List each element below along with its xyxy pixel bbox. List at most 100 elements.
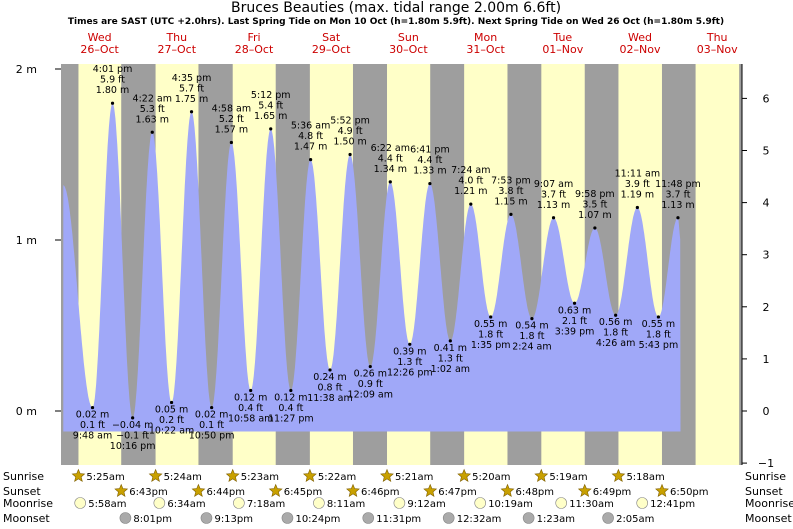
moon-icon: [74, 497, 87, 509]
sun-icon: [611, 468, 626, 482]
sunset-row-label: Sunset: [3, 485, 41, 498]
sun-icon: [500, 483, 515, 497]
low-tide-feet: 1.8 ft: [519, 331, 544, 342]
moon-icon: [393, 497, 406, 509]
tide-labels: 0.02 m0.1 ft9:48 am4:01 pm5.9 ft1.80 m−0…: [73, 64, 701, 452]
low-tide-point: [210, 405, 214, 410]
sun-icon: [346, 483, 360, 497]
day-weekday-label: Sat: [322, 31, 341, 44]
moon-icon: [233, 497, 245, 509]
high-tide-feet: 5.2 ft: [219, 114, 244, 125]
sun-icon: [577, 483, 592, 497]
moon-icon: [153, 497, 166, 509]
moonset-row-label-right: Moonset: [745, 512, 792, 525]
high-tide-feet: 5.4 ft: [258, 100, 283, 111]
low-tide-metres: 0.26 m: [354, 369, 387, 380]
sun-icon: [71, 468, 86, 482]
day-date-label: 26–Oct: [80, 43, 119, 56]
sunrise-time: 5:20am: [472, 472, 510, 483]
high-tide-point: [189, 110, 194, 114]
high-tide-point: [428, 181, 432, 186]
moonrise-time: 8:11am: [327, 499, 365, 510]
moonset-time: 8:01pm: [133, 514, 172, 525]
y-right-tick-label: 4: [763, 197, 770, 210]
low-tide-point: [169, 400, 174, 405]
sun-icon: [114, 483, 129, 497]
sun-icon: [191, 483, 206, 497]
high-tide-time: 9:07 am: [534, 179, 573, 190]
tide-area: [63, 103, 681, 432]
high-tide-feet: 5.9 ft: [100, 75, 125, 86]
moonset-time: 11:31pm: [376, 514, 421, 525]
low-tide-feet: 1.8 ft: [603, 328, 628, 339]
sunrise-time: 5:22am: [318, 472, 356, 483]
low-tide-point: [448, 339, 452, 343]
low-tide-metres: 0.55 m: [642, 319, 675, 330]
high-tide-time: 4:01 pm: [93, 64, 133, 75]
high-tide-point: [509, 212, 513, 216]
high-tide-feet: 5.3 ft: [140, 104, 165, 115]
low-tide-feet: 1.8 ft: [478, 329, 503, 340]
moon-icon: [313, 497, 325, 509]
low-tide-time: 10:58 am: [228, 413, 273, 424]
high-tide-time: 7:53 pm: [491, 175, 531, 186]
sunset-time: 6:45pm: [284, 487, 323, 498]
high-tide-feet: 3.7 ft: [665, 189, 690, 200]
low-tide-point: [408, 342, 412, 346]
low-tide-metres: 0.02 m: [195, 410, 228, 421]
high-tide-metres: 1.57 m: [215, 125, 248, 136]
high-tide-feet: 3.7 ft: [541, 189, 566, 200]
low-tide-metres: 0.39 m: [393, 346, 426, 357]
moon-icon: [442, 512, 455, 524]
high-tide-feet: 4.0 ft: [458, 176, 483, 187]
astro-table: Sunrise Sunrise 5:25am 5:24am 5:23am 5:22am 5:…: [3, 468, 793, 525]
high-tide-point: [593, 226, 597, 230]
day-date-label: 03–Nov: [697, 43, 738, 56]
moonrise-time: 7:18am: [247, 499, 285, 510]
daylight-band: [695, 64, 740, 465]
moonrise-time: 5:58am: [88, 499, 126, 510]
moon-icon: [281, 512, 294, 524]
low-tide-point: [368, 364, 372, 369]
sun-icon: [655, 483, 669, 497]
high-tide-metres: 1.47 m: [294, 142, 327, 153]
low-tide-metres: 0.54 m: [515, 321, 548, 332]
low-tide-feet: −0.1 ft: [116, 430, 149, 441]
high-tide-time: 5:36 am: [291, 121, 330, 132]
low-tide-feet: 0.9 ft: [358, 379, 383, 390]
sunset-time: 6:48pm: [515, 487, 554, 498]
low-tide-metres: 0.63 m: [558, 305, 591, 316]
y-right-tick-label: 2: [763, 301, 770, 314]
chart-title: Bruces Beauties (max. tidal range 2.00m …: [231, 0, 561, 16]
moon-icon: [522, 512, 535, 524]
y-left-tick-label: 2 m: [16, 63, 37, 76]
high-tide-point: [388, 180, 392, 184]
moonset-time: 1:23am: [537, 514, 575, 525]
day-date-label: 27–Oct: [158, 43, 197, 56]
high-tide-feet: 4.4 ft: [417, 155, 442, 166]
low-tide-metres: 0.12 m: [234, 392, 267, 403]
day-labels: Wed26–OctThu27–OctFri28–OctSat29–OctSun3…: [80, 31, 738, 56]
day-weekday-label: Wed: [88, 31, 112, 44]
sun-icon: [302, 468, 317, 482]
day-weekday-label: Mon: [474, 31, 497, 44]
low-tide-point: [131, 416, 135, 420]
low-tide-point: [530, 317, 534, 321]
moonset-row-label: Moonset: [3, 512, 50, 525]
moonset-time: 9:13pm: [214, 514, 253, 525]
low-tide-point: [614, 313, 618, 317]
low-tide-feet: 0.4 ft: [238, 403, 263, 414]
y-right-tick-label: 3: [763, 249, 770, 262]
day-date-label: 02–Nov: [620, 43, 661, 56]
sunrise-row-label-right: Sunrise: [745, 470, 786, 483]
low-tide-feet: 1.3 ft: [438, 353, 463, 364]
moonrise-time: 6:34am: [167, 499, 205, 510]
low-tide-feet: 0.1 ft: [80, 420, 105, 431]
low-tide-time: 12:26 pm: [387, 367, 433, 378]
y-right-tick-label: 0: [763, 405, 770, 418]
day-weekday-label: Thu: [706, 31, 728, 44]
high-tide-time: 4:58 am: [212, 104, 251, 115]
high-tide-metres: 1.13 m: [661, 200, 694, 211]
moonrise-row-label: Moonrise: [3, 497, 53, 510]
